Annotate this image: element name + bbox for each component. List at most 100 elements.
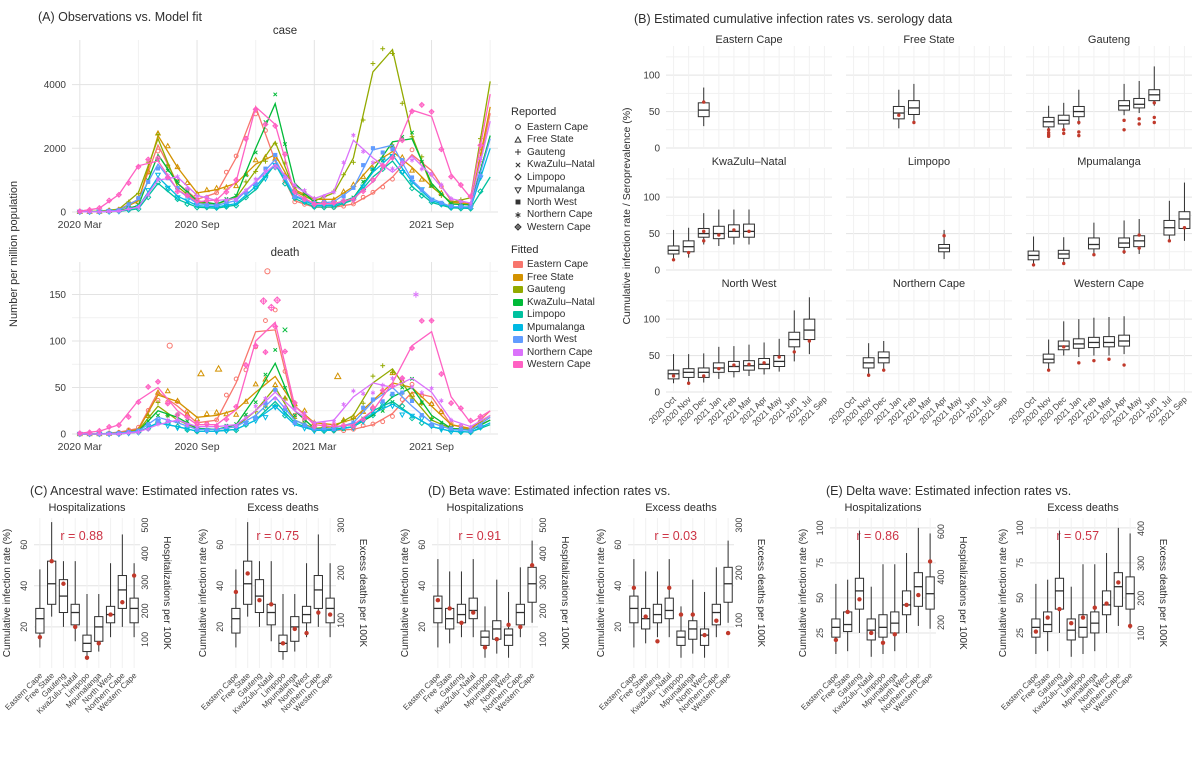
boxplot-box — [503, 628, 514, 646]
diamond-plus-marker — [301, 414, 308, 421]
boxplot-box — [47, 560, 57, 605]
line — [419, 400, 424, 405]
legend-label: North West — [527, 196, 577, 208]
serology-point — [882, 368, 886, 372]
square-marker — [449, 204, 454, 209]
boxplot-box — [468, 597, 478, 620]
triangle-down-open-marker — [408, 413, 416, 420]
triangle-down-open-marker — [272, 405, 279, 411]
line — [136, 205, 141, 209]
right-tick-label: 200 — [936, 615, 946, 630]
serology-point — [1137, 233, 1141, 237]
y-tick-label: 0 — [60, 430, 66, 441]
triangle-down-open-marker — [262, 415, 269, 421]
serology-point — [1046, 128, 1051, 132]
line — [302, 188, 307, 193]
boxplot-box — [35, 607, 45, 634]
line — [155, 177, 161, 181]
observed-rate-point — [37, 634, 43, 640]
observed-rate-point — [1069, 620, 1074, 626]
diamond-plus-marker — [320, 422, 328, 429]
triangle-open-marker — [203, 410, 210, 416]
triangle-down-open-marker — [262, 176, 269, 183]
diamond-plus-marker — [340, 197, 347, 205]
serology-point — [1062, 128, 1066, 132]
right-tick-label: 200 — [1136, 591, 1146, 606]
line — [439, 420, 444, 425]
diamond-plus-marker — [86, 206, 93, 213]
boxplot-box — [1178, 211, 1191, 229]
square-marker — [449, 426, 454, 431]
boxplot-box — [676, 630, 686, 646]
line — [146, 427, 151, 431]
strip-label: death — [271, 247, 300, 259]
legend-item-fitted: Free State — [511, 271, 619, 284]
diamond-plus-marker — [340, 422, 347, 429]
left-axis-label: Cumulative infection rate (%) — [596, 529, 607, 657]
square-marker — [273, 152, 278, 158]
diamond-plus-legend-icon — [514, 223, 522, 231]
diamond-plus-marker — [242, 361, 250, 369]
line — [243, 412, 248, 417]
facet-Limpopo: Limpopo — [846, 156, 1012, 271]
serology-point — [1167, 239, 1172, 243]
triangle-open-marker — [252, 380, 259, 387]
square-marker — [361, 163, 366, 168]
strip-label: Excess deaths — [247, 502, 319, 514]
legend-item-fitted: Mpumalanga — [511, 321, 619, 334]
boxplot-box — [843, 611, 853, 633]
observed-rate-point — [1057, 606, 1062, 612]
x-tick-label: 2021 Mar — [292, 441, 337, 453]
y-tick-label: 0 — [654, 266, 660, 277]
facet-strip-label: Western Cape — [1074, 278, 1144, 290]
line — [282, 327, 288, 333]
y-tick-label: 2000 — [44, 144, 67, 155]
serology-point — [1137, 246, 1141, 250]
correlation-label: r = 0.86 — [856, 529, 899, 543]
diamond-plus-marker — [125, 179, 132, 187]
left-axis-label: Cumulative infection rate (%) — [798, 529, 809, 657]
right-axis-label: Excess deaths per 100K — [357, 539, 368, 648]
legend-item-fitted: KwaZulu–Natal — [511, 296, 619, 309]
serology-point — [807, 339, 812, 343]
observed-rate-point — [892, 632, 897, 637]
observed-rate-point — [1045, 615, 1050, 620]
facet-North West: North West0501002020 Oct2020 Nov2020 Dec… — [643, 278, 832, 428]
legend-label: Western Cape — [527, 221, 591, 233]
boxplot-box — [913, 572, 923, 607]
line — [233, 198, 239, 202]
circle-open-marker — [155, 148, 161, 154]
beta-hospitalizations-boxplot: Hospitalizations Cumulative infection rat… — [400, 502, 570, 716]
right-tick-label: 100 — [734, 613, 744, 628]
observed-rate-point — [1127, 623, 1133, 629]
line — [448, 418, 454, 422]
boxplot-box — [480, 630, 490, 646]
serology-point — [1062, 131, 1066, 136]
diamond-plus-marker — [223, 188, 230, 196]
legend-label: Eastern Cape — [527, 121, 589, 133]
color-swatch-icon — [513, 261, 523, 269]
right-tick-label: 400 — [140, 546, 150, 561]
observed-rate-point — [471, 610, 476, 615]
boxplot-box — [456, 603, 467, 624]
boxplot-box — [1087, 237, 1100, 250]
square-marker — [243, 421, 248, 426]
boxplot-box — [711, 603, 721, 626]
line — [126, 207, 131, 211]
panel-b: (B) Estimated cumulative infection rates… — [620, 4, 1204, 480]
facet-Gauteng: Gauteng — [1026, 34, 1192, 149]
serology-point — [686, 250, 691, 255]
facet-strip-label: Eastern Cape — [715, 34, 782, 46]
ancestral-excess-deaths-boxplot: Excess deaths Cumulative infection rate (… — [198, 502, 368, 716]
fitted-line — [79, 93, 491, 212]
line — [234, 193, 239, 198]
left-axis-label: Cumulative infection rate (%) — [2, 529, 13, 657]
square-marker — [478, 423, 483, 428]
serology-point — [702, 100, 706, 104]
observed-rate-point — [857, 597, 862, 602]
diamond-open-marker — [174, 423, 181, 430]
diamond-plus-marker — [252, 342, 259, 349]
fitted-line — [79, 375, 491, 435]
diamond-plus-marker — [272, 122, 279, 129]
legend-label: Gauteng — [527, 146, 566, 158]
